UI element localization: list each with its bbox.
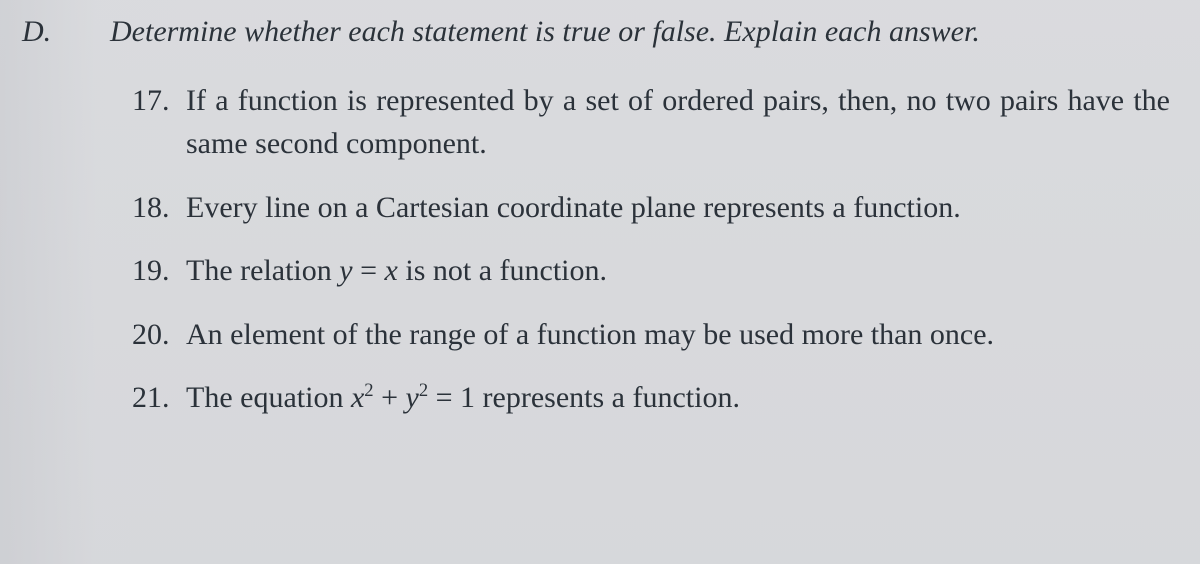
item-prefix: The relation [186, 254, 339, 287]
equation: y = x [339, 254, 398, 287]
item-suffix: represents a function. [475, 381, 740, 414]
item-prefix: The equation [186, 381, 351, 414]
item-text: Every line on a Cartesian coordinate pla… [186, 186, 1170, 230]
item-21: 21. The equation x2 + y2 = 1 represents … [132, 376, 1170, 420]
item-20: 20. An element of the range of a functio… [132, 313, 1170, 357]
item-17: 17. If a function is represented by a se… [132, 79, 1170, 166]
item-number: 21. [132, 376, 186, 420]
section-header: D. Determine whether each statement is t… [20, 12, 1180, 53]
equation: x2 + y2 = 1 [351, 381, 475, 414]
items-list: 17. If a function is represented by a se… [132, 79, 1170, 420]
item-number: 18. [132, 186, 186, 230]
page-content: D. Determine whether each statement is t… [20, 12, 1180, 440]
section-instruction: Determine whether each statement is true… [110, 12, 980, 53]
section-letter: D. [20, 15, 110, 49]
item-number: 20. [132, 313, 186, 357]
item-19: 19. The relation y = x is not a function… [132, 249, 1170, 293]
item-number: 17. [132, 79, 186, 123]
item-suffix: is not a function. [398, 254, 607, 287]
item-text: An element of the range of a function ma… [186, 313, 1170, 357]
item-18: 18. Every line on a Cartesian coordinate… [132, 186, 1170, 230]
item-text: The relation y = x is not a function. [186, 249, 1170, 293]
item-text: The equation x2 + y2 = 1 represents a fu… [186, 376, 1170, 420]
item-number: 19. [132, 249, 186, 293]
item-text: If a function is represented by a set of… [186, 79, 1170, 166]
